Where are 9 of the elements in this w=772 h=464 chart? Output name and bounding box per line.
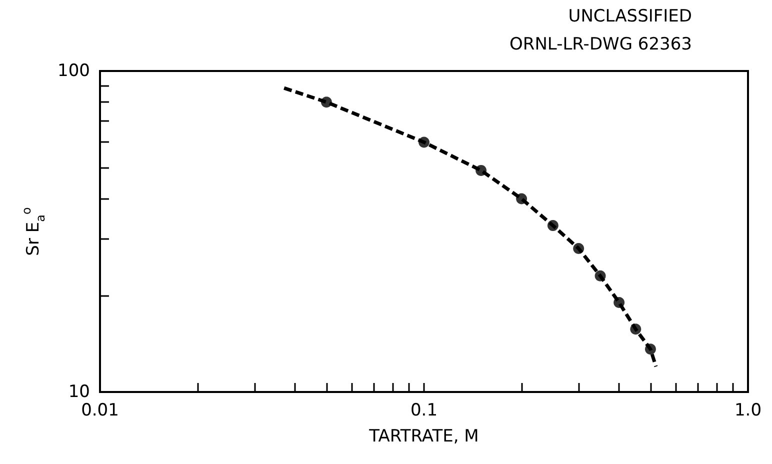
y-tick-label: 10: [68, 382, 90, 402]
y-axis-title: Sr Eao: [20, 207, 48, 256]
y-tick-label: 100: [58, 61, 90, 81]
x-tick-label: 1.0: [734, 400, 762, 420]
x-tick-label: 0.1: [410, 400, 438, 420]
x-axis-title: TARTRATE, M: [368, 426, 479, 446]
text: UNCLASSIFIED: [568, 6, 692, 26]
x-tick-label: 0.01: [81, 400, 119, 420]
text: ORNL-LR-DWG 62363: [509, 34, 692, 54]
